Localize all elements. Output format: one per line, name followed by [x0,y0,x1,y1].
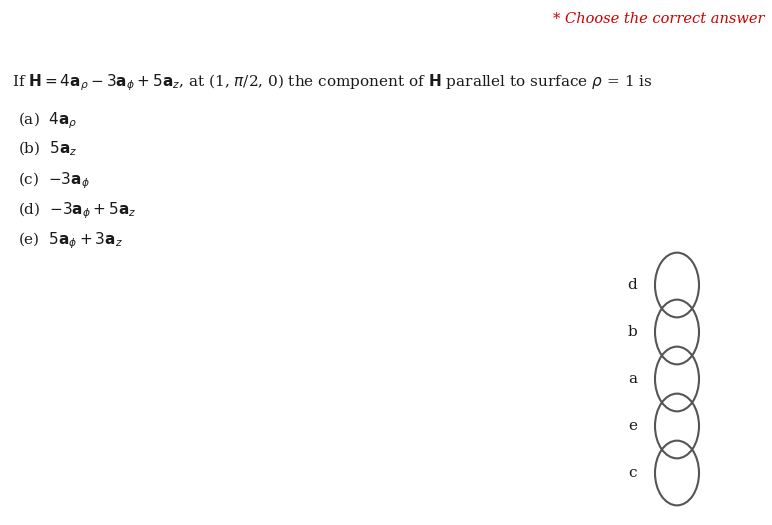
Text: * Choose the correct answer: * Choose the correct answer [553,12,764,26]
Text: (a)  $4\mathbf{a}_{\rho}$: (a) $4\mathbf{a}_{\rho}$ [18,110,77,131]
Text: c: c [628,466,637,480]
Text: d: d [627,278,637,292]
Text: e: e [628,419,637,433]
Text: (e)  $5\mathbf{a}_{\phi} + 3\mathbf{a}_{z}$: (e) $5\mathbf{a}_{\phi} + 3\mathbf{a}_{z… [18,230,123,250]
Text: b: b [627,325,637,339]
Text: a: a [628,372,637,386]
Text: If $\mathbf{H} = 4\mathbf{a}_{\rho} - 3\mathbf{a}_{\phi} + 5\mathbf{a}_{z}$, at : If $\mathbf{H} = 4\mathbf{a}_{\rho} - 3\… [12,72,652,92]
Text: (b)  $5\mathbf{a}_{z}$: (b) $5\mathbf{a}_{z}$ [18,140,77,159]
Text: (d)  $-3\mathbf{a}_{\phi} + 5\mathbf{a}_{z}$: (d) $-3\mathbf{a}_{\phi} + 5\mathbf{a}_{… [18,200,137,220]
Text: (c)  $-3\mathbf{a}_{\phi}$: (c) $-3\mathbf{a}_{\phi}$ [18,170,90,191]
